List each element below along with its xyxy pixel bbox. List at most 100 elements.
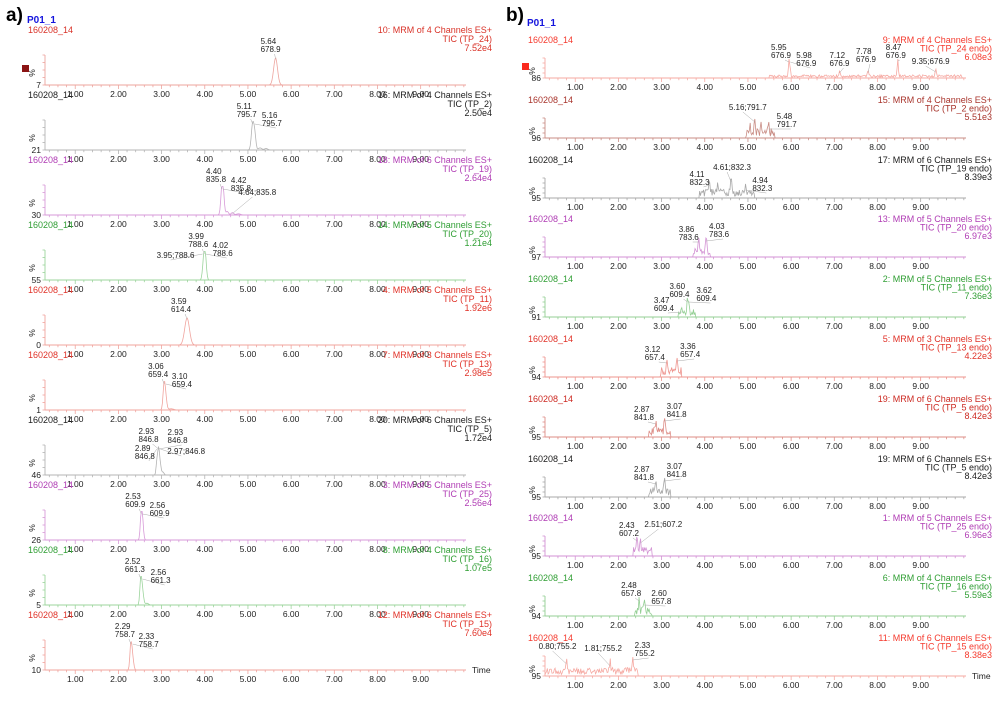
peak-label: 609.4	[654, 304, 675, 313]
x-tick-label: 3.00	[153, 219, 170, 229]
x-tick-label: 6.00	[783, 321, 800, 331]
peak-label-leader	[784, 59, 790, 63]
trace-plot: 1.00 2.00 3.00 4.00 5.00 6.00 7.00 8.00 9.00%94 1…	[527, 334, 992, 391]
time-label: Time	[472, 665, 491, 675]
peak-label-leader	[664, 418, 681, 422]
x-tick-label: 4.00	[696, 620, 713, 630]
x-tick-label: 7.00	[826, 82, 843, 92]
peak-label-leader	[647, 421, 657, 425]
baseline-value: 94	[532, 611, 542, 621]
peak-label: 5.98	[796, 51, 812, 60]
peak-label-leader	[598, 652, 611, 667]
peak-label-leader	[274, 53, 276, 60]
baseline-value: 95	[532, 432, 542, 442]
x-tick-label: 7.00	[826, 501, 843, 511]
trace-intensity-label: 6.08e3	[964, 52, 992, 62]
baseline-value: 95	[532, 193, 542, 203]
trace-intensity-label: 4.22e3	[964, 351, 992, 361]
x-tick-label: 2.00	[610, 321, 627, 331]
chromatogram-trace: 1.00 2.00 3.00 4.00 5.00 6.00 7.00 8.00 9.00% 21 1…	[0, 85, 500, 171]
x-tick-label: 2.00	[110, 609, 127, 619]
trace-line	[545, 118, 966, 139]
y-axis-label: %	[527, 485, 537, 493]
trace-line	[45, 576, 466, 606]
x-tick-label: 5.00	[740, 82, 757, 92]
x-tick-label: 7.00	[826, 620, 843, 630]
peak-label: 3.95;788.6	[157, 251, 195, 260]
peak-label: 3.12	[645, 345, 661, 354]
peak-label: 795.7	[262, 119, 283, 128]
trace-file-label: 160208_14	[28, 480, 73, 490]
x-tick-label: 4.00	[196, 414, 213, 424]
peak-label: 609.9	[150, 509, 171, 518]
x-tick-label: 3.00	[153, 349, 170, 359]
baseline-value: 86	[532, 73, 542, 83]
peak-label: 846.8	[168, 436, 189, 445]
trace-plot: 1.00 2.00 3.00 4.00 5.00 6.00 7.00 8.00 9.00%95 1…	[527, 155, 992, 212]
peak-label: 3.62	[696, 286, 712, 295]
peak-label-leader	[664, 478, 681, 481]
peak-label: 2.48	[621, 581, 637, 590]
x-tick-label: 5.00	[240, 89, 257, 99]
panel-b: b) P01_1 1.00 2.00 3.00 4.00 5.00 6.00 7.00 8.0…	[500, 0, 1000, 704]
x-tick-label: 5.00	[740, 680, 757, 690]
trace-channel-label: 15: MRM of 4 Channels ES+	[878, 95, 992, 105]
trace-file-label: 160208_14	[28, 415, 73, 425]
peak-label: 7.12	[829, 51, 845, 60]
peak-label: 2.33	[635, 641, 651, 650]
peak-label: 659.4	[172, 380, 193, 389]
panel-a-label: a)	[6, 5, 23, 26]
peak-label: 3.10	[172, 372, 188, 381]
peak-label: 4.42	[231, 176, 247, 185]
peak-label-leader	[142, 513, 164, 519]
peak-label-leader	[250, 118, 253, 125]
peak-label: 3.99	[188, 232, 204, 241]
x-tick-label: 2.00	[110, 674, 127, 684]
x-tick-label: 1.00	[567, 680, 584, 690]
x-tick-label: 9.00	[912, 620, 929, 630]
peak-label-leader	[552, 650, 567, 665]
x-tick-label: 5.00	[740, 261, 757, 271]
trace-line	[544, 656, 966, 677]
x-tick-label: 2.00	[610, 142, 627, 152]
peak-label-leader	[161, 378, 165, 385]
trace-tic-label: TIC (TP_2 endo)	[925, 103, 992, 113]
x-tick-label: 6.00	[283, 154, 300, 164]
chromatogram-trace: 1.00 2.00 3.00 4.00 5.00 6.00 7.00 8.00 9.00% 95 1…	[500, 140, 1000, 222]
x-tick-label: 1.00	[67, 219, 84, 229]
x-tick-label: 7.00	[826, 142, 843, 152]
peak-label-leader	[640, 529, 659, 544]
trace-plot: 1.00 2.00 3.00 4.00 5.00 6.00 7.00 8.00 9.00%95 1…	[527, 633, 992, 690]
x-tick-label: 5.00	[240, 154, 257, 164]
trace-plot: 1.00 2.00 3.00 4.00 5.00 6.00 7.00 8.00 9.00%516…	[27, 545, 492, 619]
trace-file-label: 160208_14	[528, 35, 573, 45]
x-tick-label: 5.00	[240, 284, 257, 294]
x-tick-label: 3.00	[653, 560, 670, 570]
chromatogram-trace: 1.00 2.00 3.00 4.00 5.00 6.00 7.00 8.00 9.00% 97 1…	[500, 199, 1000, 281]
peak-label-leader	[165, 383, 186, 390]
peak-label-leader	[867, 63, 871, 73]
peak-label-leader	[139, 508, 142, 515]
x-tick-label: 9.00	[912, 202, 929, 212]
peak-label: 783.6	[679, 233, 700, 242]
x-tick-label: 3.00	[653, 142, 670, 152]
peak-label: 832.3	[752, 184, 773, 193]
peak-label-leader	[667, 311, 682, 314]
x-tick-label: 6.00	[283, 674, 300, 684]
peak-label: 657.8	[621, 589, 642, 598]
peak-label: 755.2	[635, 649, 656, 658]
peak-label: 4.03	[709, 222, 725, 231]
peak-label: 2.97;846.8	[167, 447, 205, 456]
peak-label: 8.47	[886, 43, 902, 52]
x-tick-label: 1.00	[567, 501, 584, 511]
peak-label: 783.6	[709, 230, 730, 239]
peak-label-leader	[688, 301, 711, 304]
x-tick-label: 1.00	[567, 620, 584, 630]
x-tick-label: 4.00	[696, 441, 713, 451]
x-tick-label: 1.00	[567, 261, 584, 271]
peak-label-leader	[706, 239, 724, 242]
trace-tic-label: TIC (TP_13)	[442, 359, 492, 369]
x-tick-label: 3.00	[653, 501, 670, 511]
peak-label: 614.4	[171, 305, 192, 314]
x-tick-label: 3.00	[653, 202, 670, 212]
